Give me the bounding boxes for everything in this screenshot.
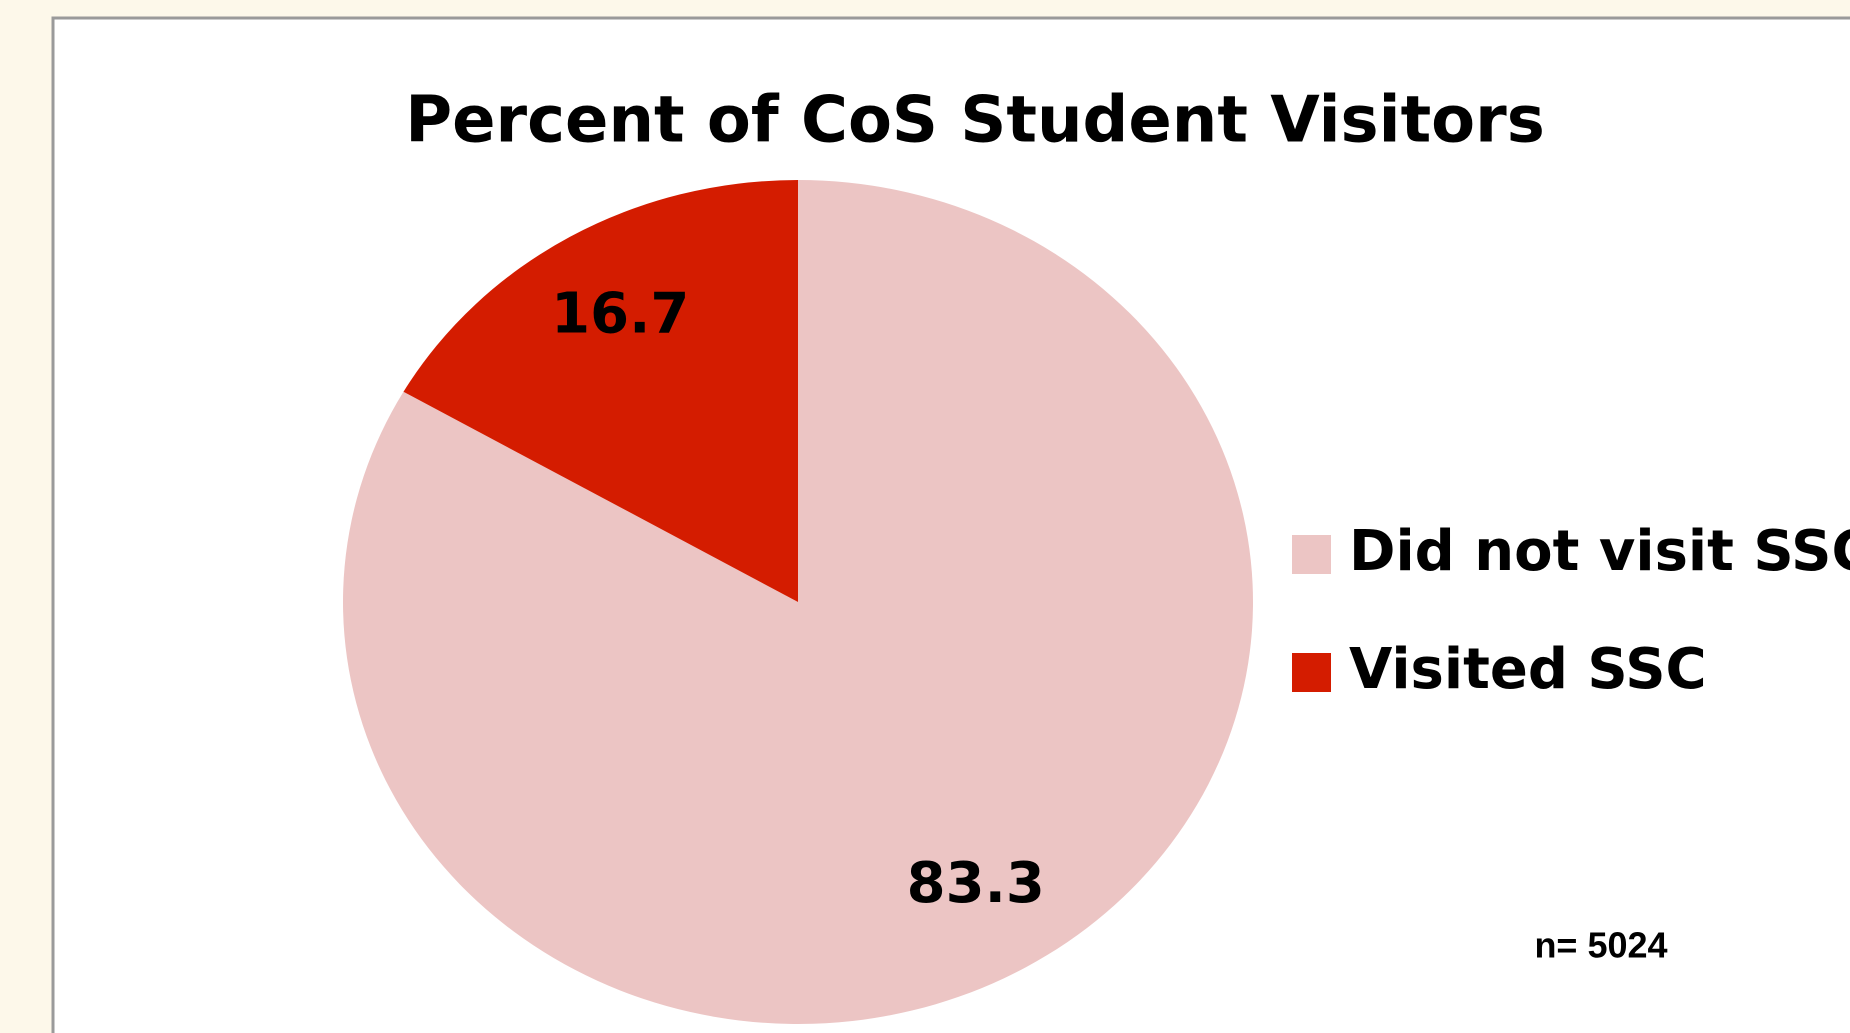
pie-slice [342,180,1253,1025]
data-label: 16.7 [551,281,689,346]
annotation: n= 5024 [1534,925,1667,966]
data-label: 83.3 [907,851,1045,916]
legend-label: Did not visit SSC [1349,519,1850,584]
legend-label: Visited SSC [1349,637,1707,702]
legend-swatch [1292,535,1331,574]
legend-swatch [1292,653,1331,692]
pie-slice [403,180,798,602]
chart-title: Percent of CoS Student Visitors [405,84,1545,158]
